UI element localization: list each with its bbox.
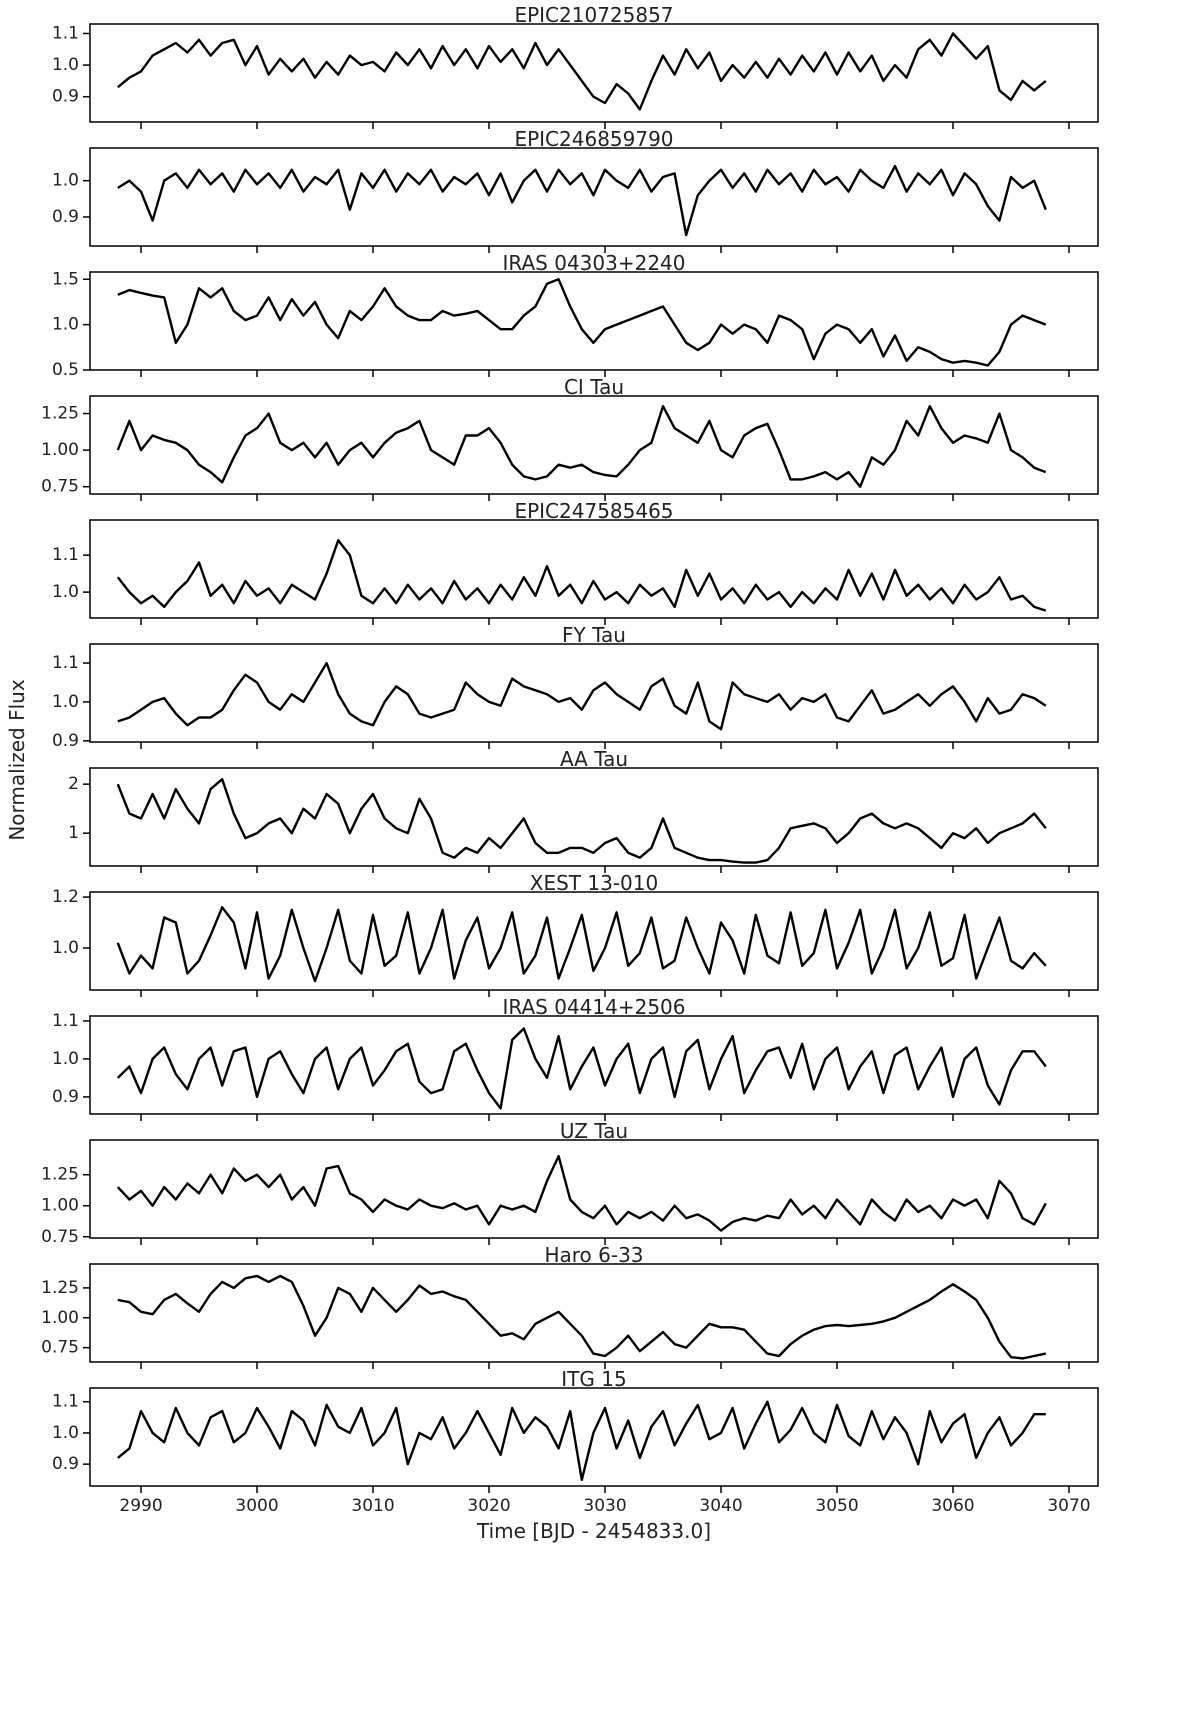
light-curve (117, 32, 1047, 111)
panel-title: XEST 13-010 (530, 871, 658, 895)
y-tick-label: 0.5 (52, 360, 79, 380)
light-curve (116, 1154, 1047, 1232)
y-tick-label: 1.0 (52, 1049, 79, 1069)
y-tick-label: 1.25 (41, 1278, 79, 1298)
y-tick-label: 1.2 (52, 887, 79, 907)
panel-title: ITG 15 (561, 1367, 626, 1391)
y-tick-label: 1.1 (52, 653, 79, 673)
plot-frame (89, 395, 1099, 495)
y-tick-label: 2 (68, 774, 79, 794)
panel-title: IRAS 04303+2240 (503, 251, 686, 275)
y-tick-label: 1.1 (52, 1392, 79, 1412)
y-tick-label: 0.9 (52, 207, 79, 227)
y-tick-label: 1.1 (52, 23, 79, 43)
x-tick-label: 3010 (351, 1496, 394, 1516)
y-tick-label: 1.0 (52, 171, 79, 191)
y-tick-label: 1.25 (41, 1165, 79, 1185)
light-curve (117, 661, 1047, 731)
panel-title: FY Tau (562, 623, 626, 647)
y-tick-label: 1.0 (52, 692, 79, 712)
y-tick-label: 1.1 (52, 1011, 79, 1031)
x-tick-label: 3020 (467, 1496, 510, 1516)
y-tick-label: 1.00 (41, 1196, 79, 1216)
plot-frame (89, 23, 1099, 123)
plot-frame (89, 891, 1099, 991)
panel-title: EPIC210725857 (514, 3, 673, 27)
y-tick-label: 1.0 (52, 315, 79, 335)
light-curve (117, 164, 1047, 237)
y-tick-label: 0.75 (41, 1227, 79, 1247)
x-tick-label: 3030 (583, 1496, 626, 1516)
y-tick-label: 0.75 (41, 477, 79, 497)
x-axis-label: Time [BJD - 2454833.0] (476, 1519, 711, 1543)
x-tick-label: 3070 (1047, 1496, 1090, 1516)
plot-frame (89, 1387, 1099, 1487)
y-tick-label: 0.9 (52, 87, 79, 107)
y-tick-label: 1.25 (41, 404, 79, 424)
y-tick-label: 1 (68, 823, 79, 843)
light-curve (116, 405, 1047, 488)
y-axis-label: Normalized Flux (5, 679, 29, 841)
x-tick-label: 3060 (931, 1496, 974, 1516)
light-curve (116, 1027, 1047, 1110)
y-tick-label: 0.9 (52, 1454, 79, 1474)
light-curve (117, 1274, 1047, 1360)
y-tick-label: 1.0 (52, 55, 79, 75)
y-tick-label: 1.00 (41, 1308, 79, 1328)
y-tick-label: 1.1 (52, 545, 79, 565)
plot-frame (89, 767, 1099, 867)
plot-frame (89, 271, 1099, 371)
light-curve (117, 1400, 1046, 1481)
panel-title: CI Tau (564, 375, 624, 399)
y-tick-label: 1.0 (52, 938, 79, 958)
plot-frame (89, 1015, 1099, 1115)
y-tick-label: 0.9 (52, 731, 79, 751)
panel-title: Haro 6-33 (544, 1243, 643, 1267)
y-tick-label: 1.0 (52, 582, 79, 602)
x-tick-label: 3000 (235, 1496, 278, 1516)
x-tick-label: 3050 (815, 1496, 858, 1516)
panel-title: EPIC247585465 (514, 499, 673, 523)
panel-title: EPIC246859790 (514, 127, 673, 151)
panel-title: UZ Tau (560, 1119, 628, 1143)
y-tick-label: 0.75 (41, 1338, 79, 1358)
light-curve (117, 278, 1047, 367)
y-tick-label: 0.9 (52, 1087, 79, 1107)
plot-frame (89, 147, 1099, 247)
light-curve (116, 778, 1047, 864)
y-tick-label: 1.5 (52, 269, 79, 289)
plot-frame (89, 643, 1099, 743)
y-tick-label: 1.00 (41, 440, 79, 460)
light-curve (116, 539, 1047, 612)
panel-title: AA Tau (560, 747, 628, 771)
y-tick-label: 1.0 (52, 1423, 79, 1443)
x-tick-label: 3040 (699, 1496, 742, 1516)
plot-frame (89, 1263, 1099, 1363)
plot-frame (89, 519, 1099, 619)
panel-title: IRAS 04414+2506 (503, 995, 686, 1019)
x-tick-label: 2990 (119, 1496, 162, 1516)
plot-frame (89, 1139, 1099, 1239)
light-curve (116, 906, 1047, 983)
